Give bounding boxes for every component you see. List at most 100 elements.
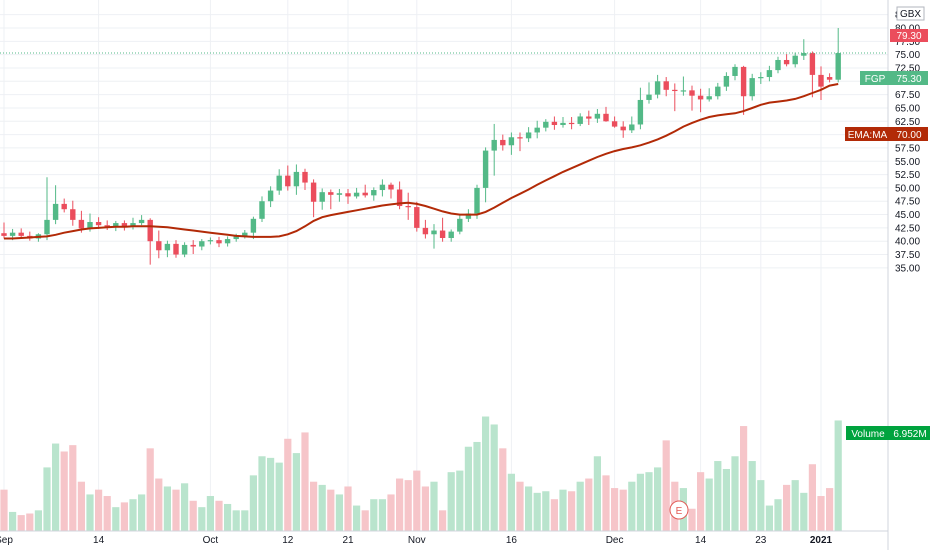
volume-bar: [800, 492, 808, 531]
y-tick-label: 52.50: [895, 170, 920, 181]
y-tick-label: 67.50: [895, 90, 920, 101]
volume-bar: [464, 446, 472, 531]
candle-body: [310, 182, 317, 202]
volume-bar: [731, 456, 739, 531]
volume-bar: [645, 472, 653, 531]
volume-bar: [550, 499, 558, 531]
candle-body: [620, 126, 626, 131]
candle-body: [396, 189, 403, 207]
candle-body: [474, 187, 480, 214]
x-tick-label: Sep: [0, 535, 13, 546]
volume-bar: [757, 480, 765, 531]
volume-bar: [249, 475, 257, 531]
volume-bar: [258, 456, 266, 531]
volume-bar: [439, 510, 447, 531]
x-tick-label: Nov: [408, 535, 426, 546]
candle-body: [207, 240, 214, 242]
candle-body: [87, 222, 93, 229]
candle-body: [689, 90, 695, 96]
candle-body: [113, 223, 119, 228]
volume-bar: [69, 445, 77, 531]
candle-body: [224, 239, 231, 244]
candle-body: [594, 113, 601, 119]
y-tick-label: 35.00: [895, 263, 920, 274]
volume-bar: [499, 448, 507, 531]
candle-body: [792, 55, 798, 65]
candle-body: [517, 137, 523, 139]
candle-body: [809, 53, 816, 75]
candle-body: [534, 127, 540, 133]
candle-body: [551, 121, 558, 126]
volume-bar: [791, 480, 799, 531]
volume-bar: [163, 486, 171, 531]
x-tick-label: 12: [282, 535, 294, 546]
ema-tag: EMA:MA 70.00: [845, 127, 928, 141]
candle-body: [173, 243, 179, 255]
volume-bar: [95, 489, 103, 531]
volume-bar: [267, 457, 275, 531]
ema-line: [4, 83, 839, 240]
candle-body: [336, 193, 343, 195]
candle-body: [465, 213, 472, 219]
candle-body: [319, 192, 325, 202]
volume-bar: [103, 496, 111, 531]
volume-bar: [697, 472, 705, 531]
candle-body: [663, 81, 669, 90]
volume-bar: [77, 481, 85, 531]
volume-bar: [628, 481, 636, 531]
candle-body: [508, 137, 515, 146]
candle-body: [732, 66, 738, 76]
candle-body: [525, 132, 532, 139]
candle-body: [405, 206, 411, 208]
candle-body: [414, 207, 420, 228]
volume-bar: [181, 483, 189, 531]
volume-bar: [60, 451, 68, 531]
time-axis[interactable]: Sep 14 Oct 12 21 Nov 16 Dec 14 23 2021: [0, 530, 888, 546]
volume-bar: [146, 448, 154, 531]
volume-bar: [155, 478, 163, 531]
volume-bar: [284, 438, 292, 531]
volume-bar: [748, 461, 756, 531]
currency-text: GBX: [900, 9, 921, 20]
candle-body: [603, 113, 609, 122]
volume-bar: [808, 464, 816, 531]
volume-bar: [722, 468, 730, 531]
earnings-marker[interactable]: E: [669, 500, 689, 520]
volume-bar: [430, 481, 438, 531]
candle-body: [156, 241, 162, 251]
volume-bar: [120, 502, 128, 531]
volume-bar: [52, 443, 60, 531]
candle-body: [267, 190, 274, 202]
candle-body: [181, 244, 188, 255]
volume-bar: [172, 489, 180, 531]
candle-body: [371, 190, 377, 196]
earnings-marker-text: E: [676, 506, 683, 517]
volume-bar: [327, 489, 335, 531]
volume-bar: [224, 503, 232, 531]
candle-body: [293, 171, 300, 187]
volume-bar: [353, 505, 361, 531]
y-tick-label: 37.50: [895, 250, 920, 261]
volume-bar: [86, 494, 94, 531]
candle-body: [138, 219, 145, 224]
candle-body: [164, 243, 171, 251]
y-tick-label: 42.50: [895, 223, 920, 234]
candle-body: [61, 203, 67, 210]
volume-bar: [473, 441, 481, 531]
candle-body: [242, 232, 248, 237]
symbol-price-tag: FGP 75.30: [860, 71, 928, 85]
y-tick-label: 77.50: [895, 37, 920, 48]
volume-bar: [705, 478, 713, 531]
candle-body: [448, 231, 454, 239]
candle-body: [835, 53, 841, 80]
candle-body: [9, 232, 16, 236]
volume-bar: [0, 489, 8, 531]
volume-bar: [26, 513, 34, 531]
volume-bar: [662, 440, 670, 531]
x-tick-label: 23: [755, 535, 767, 546]
volume-bar: [636, 473, 644, 531]
symbol-text: FGP: [865, 74, 886, 85]
volume-bar: [525, 486, 533, 531]
candle-body: [44, 219, 50, 235]
